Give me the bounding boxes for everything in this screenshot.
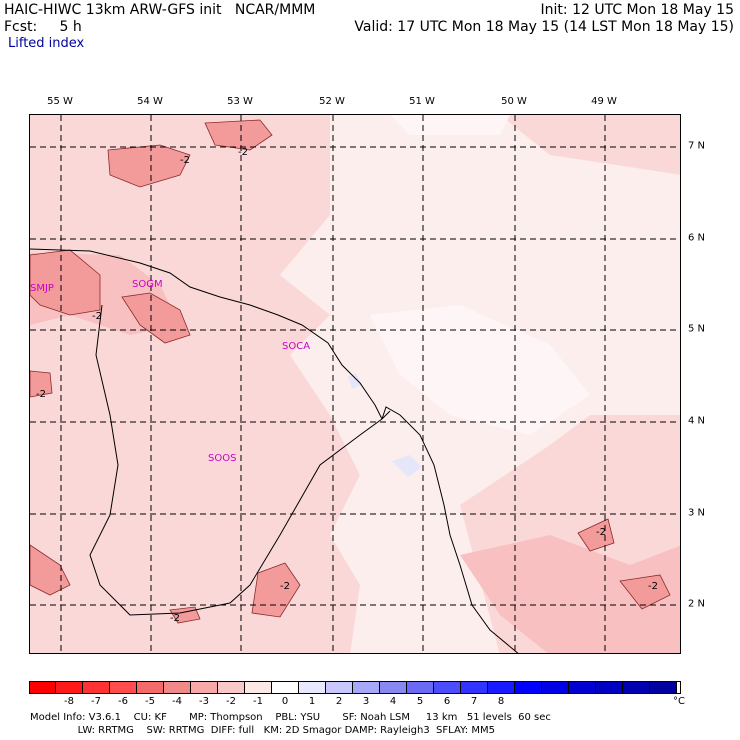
contour-minus2-region xyxy=(30,370,53,398)
model-title: HAIC-HIWC 13km ARW-GFS init NCAR/MMM xyxy=(4,2,316,18)
lon-label: 49 W xyxy=(591,96,617,107)
colorbar-tick-label: -3 xyxy=(199,696,209,707)
colorbar-swatch xyxy=(434,681,461,694)
model-info-line2: LW: RRTMG SW: RRTMG DIFF: full KM: 2D Sm… xyxy=(30,725,495,736)
map-canvas: -2 -2 -2 -2 -2 -2 -2 -2 xyxy=(30,115,680,653)
colorbar-swatch xyxy=(650,681,677,694)
graticule xyxy=(30,115,680,653)
colorbar-tick-label: -7 xyxy=(91,696,101,707)
colorbar-swatch xyxy=(326,681,353,694)
colorbar-unit: °C xyxy=(673,696,685,707)
colorbar xyxy=(29,681,677,694)
lat-label: 5 N xyxy=(688,323,706,335)
colorbar-swatch xyxy=(191,681,218,694)
valid-time: Valid: 17 UTC Mon 18 May 15 (14 LST Mon … xyxy=(354,19,734,35)
colorbar-swatch xyxy=(137,681,164,694)
positive-index-patch xyxy=(348,373,362,389)
colorbar-swatch xyxy=(353,681,380,694)
colorbar-tick-label: -5 xyxy=(145,696,155,707)
contour-label: -2 xyxy=(92,311,102,322)
colorbar-swatch xyxy=(299,681,326,694)
colorbar-swatch xyxy=(407,681,434,694)
colorbar-swatch xyxy=(380,681,407,694)
colorbar-tick-label: 8 xyxy=(497,696,505,707)
colorbar-tick-label: 2 xyxy=(335,696,343,707)
lifted-index-map: -2 -2 -2 -2 -2 -2 -2 -2 SMJP SOGM SOCA S… xyxy=(29,114,681,654)
colorbar-tick-label: 5 xyxy=(416,696,424,707)
colorbar-swatch xyxy=(272,681,299,694)
lat-label: 6 N xyxy=(688,232,706,244)
contour-minus2-region xyxy=(619,574,671,610)
contour-label: -2 xyxy=(648,581,658,592)
lon-label: 53 W xyxy=(227,96,253,107)
station-label: SMJP xyxy=(30,283,54,294)
colorbar-swatch xyxy=(542,681,569,694)
lon-label: 50 W xyxy=(501,96,527,107)
colorbar-swatch xyxy=(569,681,596,694)
lat-label: 3 N xyxy=(688,507,706,519)
colorbar-swatch xyxy=(488,681,515,694)
coastline xyxy=(381,406,519,653)
colorbar-swatch xyxy=(515,681,542,694)
border-line xyxy=(381,410,391,420)
contour-minus2-region xyxy=(107,144,191,188)
contour-label: -2 xyxy=(36,389,46,400)
colorbar-swatch xyxy=(623,681,650,694)
colorbar-tick-label: -2 xyxy=(226,696,236,707)
colorbar-tick-label: -8 xyxy=(64,696,74,707)
colorbar-tick-label: 6 xyxy=(443,696,451,707)
coastline xyxy=(30,248,383,420)
positive-index-patch xyxy=(392,455,422,477)
colorbar-swatch xyxy=(83,681,110,694)
contour-label: -2 xyxy=(238,147,248,158)
near-neutral-region xyxy=(390,115,510,135)
lon-label: 55 W xyxy=(47,96,73,107)
station-label: SOOS xyxy=(208,453,237,464)
colorbar-swatch xyxy=(596,681,623,694)
contour-label: -2 xyxy=(596,527,606,538)
field-name: Lifted index xyxy=(8,36,85,51)
contour-minus2-region xyxy=(30,544,71,596)
forecast-hour: Fcst: 5 h xyxy=(4,19,82,35)
near-neutral-region xyxy=(370,305,590,435)
station-label: SOGM xyxy=(132,279,163,290)
lon-label: 52 W xyxy=(319,96,345,107)
lat-label: 2 N xyxy=(688,598,706,610)
colorbar-swatch xyxy=(110,681,137,694)
contour-label: -2 xyxy=(180,155,190,166)
colorbar-tick-label: 3 xyxy=(362,696,370,707)
colorbar-tick-label: 1 xyxy=(308,696,316,707)
colorbar-tick-label: -4 xyxy=(172,696,182,707)
colorbar-tick-label: 0 xyxy=(281,696,289,707)
lat-label: 7 N xyxy=(688,140,706,152)
colorbar-swatch xyxy=(56,681,83,694)
model-info-line1: Model Info: V3.6.1 CU: KF MP: Thompson P… xyxy=(30,712,551,723)
colorbar-tick-label: 4 xyxy=(389,696,397,707)
contour-minus2-region xyxy=(30,249,101,316)
contour-minus2-region xyxy=(204,119,273,151)
colorbar-tick-label: 7 xyxy=(470,696,478,707)
colorbar-swatch xyxy=(218,681,245,694)
station-label: SOCA xyxy=(282,341,311,352)
contour-label: -2 xyxy=(280,581,290,592)
init-time: Init: 12 UTC Mon 18 May 15 xyxy=(540,2,734,18)
contour-minus2-region xyxy=(251,562,301,618)
colorbar-swatch xyxy=(29,681,56,694)
lat-label: 4 N xyxy=(688,415,706,427)
colorbar-swatch xyxy=(245,681,272,694)
low-index-region xyxy=(460,535,680,653)
border-line xyxy=(89,304,383,616)
lon-label: 54 W xyxy=(137,96,163,107)
colorbar-swatch xyxy=(164,681,191,694)
colorbar-swatch xyxy=(461,681,488,694)
contour-label: -2 xyxy=(170,613,180,624)
lon-label: 51 W xyxy=(409,96,435,107)
colorbar-tick-label: -1 xyxy=(253,696,263,707)
colorbar-tick-label: -6 xyxy=(118,696,128,707)
